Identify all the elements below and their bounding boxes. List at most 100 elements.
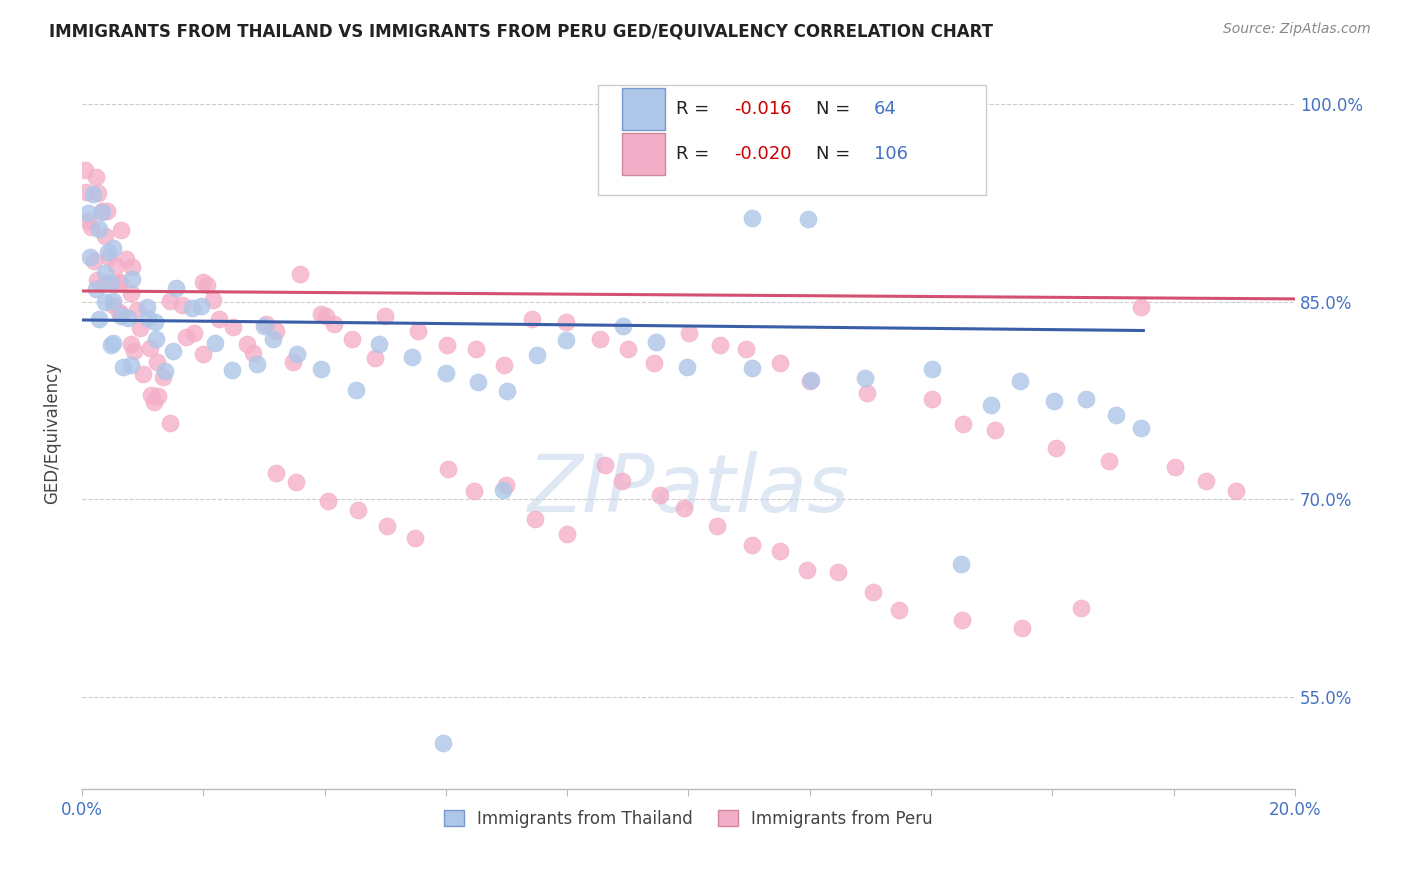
Point: [146, 389, 169, 403]
Point: [346, 503, 368, 517]
Point: [145, 332, 167, 346]
Point: [195, 278, 218, 293]
Point: [706, 518, 728, 533]
Point: [672, 501, 695, 516]
Point: [129, 321, 152, 335]
Point: [952, 417, 974, 431]
Point: [222, 320, 245, 334]
Point: [741, 538, 763, 552]
Y-axis label: GED/Equivalency: GED/Equivalency: [44, 362, 60, 504]
Point: [1043, 394, 1066, 409]
Point: [1070, 601, 1092, 615]
Point: [73, 162, 96, 177]
Point: [593, 458, 616, 473]
Point: [91, 204, 114, 219]
Text: 106: 106: [875, 145, 908, 162]
Point: [86, 273, 108, 287]
Point: [110, 275, 132, 289]
Point: [467, 375, 489, 389]
Point: [1011, 621, 1033, 635]
Point: [110, 309, 132, 323]
Point: [1225, 483, 1247, 498]
Point: [94, 266, 117, 280]
Point: [155, 364, 177, 378]
Point: [132, 367, 155, 381]
Point: [612, 474, 634, 488]
Point: [436, 366, 458, 380]
Point: [799, 374, 821, 388]
Point: [264, 324, 287, 338]
Point: [557, 526, 579, 541]
Point: [853, 370, 876, 384]
Text: R =: R =: [676, 100, 716, 118]
Point: [100, 338, 122, 352]
Point: [496, 384, 519, 398]
Point: [887, 603, 910, 617]
Point: [465, 342, 488, 356]
Point: [1098, 454, 1121, 468]
Point: [1164, 460, 1187, 475]
Point: [110, 307, 132, 321]
Point: [162, 343, 184, 358]
Point: [110, 222, 132, 236]
Point: [80, 219, 103, 234]
Point: [316, 494, 339, 508]
Legend: Immigrants from Thailand, Immigrants from Peru: Immigrants from Thailand, Immigrants fro…: [437, 803, 939, 834]
Point: [769, 544, 792, 558]
Point: [139, 388, 162, 402]
FancyBboxPatch shape: [621, 133, 665, 175]
Point: [124, 344, 146, 359]
Point: [136, 311, 159, 326]
Point: [235, 336, 257, 351]
Point: [121, 260, 143, 274]
Point: [650, 488, 672, 502]
Point: [856, 386, 879, 401]
Point: [437, 462, 460, 476]
Point: [82, 186, 104, 201]
Point: [315, 309, 337, 323]
Point: [97, 250, 120, 264]
Point: [432, 736, 454, 750]
Point: [84, 170, 107, 185]
Point: [115, 252, 138, 266]
Point: [246, 357, 269, 371]
Point: [526, 348, 548, 362]
Point: [678, 326, 700, 341]
Point: [524, 512, 547, 526]
Point: [436, 338, 458, 352]
Point: [1194, 474, 1216, 488]
Point: [83, 253, 105, 268]
Point: [950, 613, 973, 627]
Point: [492, 358, 515, 372]
Point: [827, 565, 849, 579]
Point: [136, 300, 159, 314]
Point: [949, 557, 972, 571]
Point: [800, 373, 823, 387]
Point: [463, 484, 485, 499]
Point: [1129, 421, 1152, 435]
Point: [152, 369, 174, 384]
Point: [76, 206, 98, 220]
Point: [183, 326, 205, 341]
Point: [145, 355, 167, 369]
Point: [121, 271, 143, 285]
Text: 64: 64: [875, 100, 897, 118]
Point: [170, 298, 193, 312]
Point: [143, 395, 166, 409]
Point: [281, 355, 304, 369]
Point: [139, 341, 162, 355]
Point: [191, 275, 214, 289]
Point: [190, 299, 212, 313]
Point: [676, 359, 699, 374]
Point: [77, 214, 100, 228]
Point: [648, 153, 671, 168]
Point: [921, 392, 943, 406]
Point: [1045, 441, 1067, 455]
Point: [79, 250, 101, 264]
Point: [111, 360, 134, 375]
Point: [87, 222, 110, 236]
Point: [94, 229, 117, 244]
Point: [91, 205, 114, 219]
Point: [221, 363, 243, 377]
Point: [254, 317, 277, 331]
